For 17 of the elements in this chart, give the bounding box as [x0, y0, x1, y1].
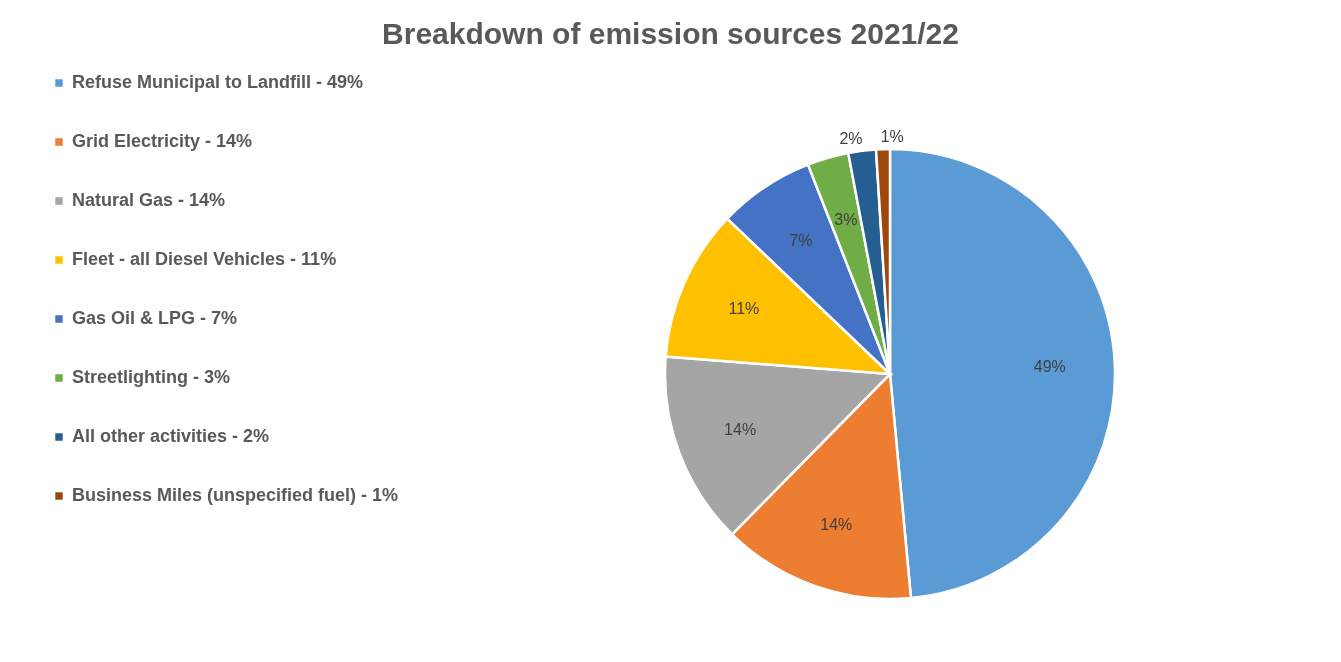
legend-label: Streetlighting - 3%: [72, 367, 231, 387]
data-label: 49%: [1033, 357, 1066, 375]
legend-label: Gas Oil & LPG - 7%: [72, 308, 238, 328]
data-label: 3%: [834, 211, 858, 229]
data-label: 11%: [728, 299, 760, 317]
legend-label: All other activities - 2%: [72, 426, 270, 446]
legend-label: Natural Gas - 14%: [72, 190, 226, 210]
data-label: 7%: [789, 232, 813, 250]
legend-label: Fleet - all Diesel Vehicles - 11%: [72, 249, 337, 269]
legend-label: Refuse Municipal to Landfill - 49%: [72, 72, 364, 92]
chart-title: Breakdown of emission sources 2021/22: [382, 17, 959, 50]
data-label: 14%: [724, 421, 757, 439]
data-label: 14%: [820, 515, 853, 533]
data-label: 1%: [880, 128, 904, 146]
data-label: 2%: [839, 129, 863, 147]
legend-label: Business Miles (unspecified fuel) - 1%: [72, 485, 399, 505]
legend-label: Grid Electricity - 14%: [72, 131, 253, 151]
